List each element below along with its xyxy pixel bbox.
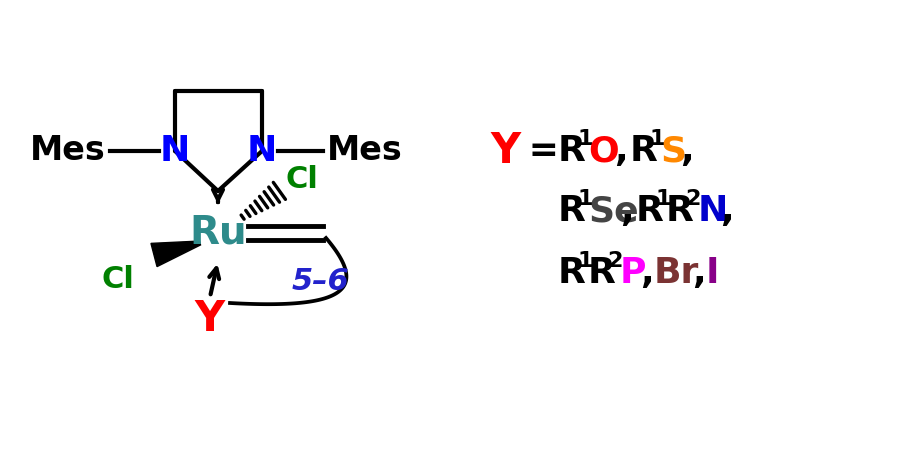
Text: S: S	[660, 134, 686, 168]
Polygon shape	[151, 241, 201, 266]
Text: Mes: Mes	[327, 135, 403, 167]
Text: N: N	[698, 194, 728, 228]
Text: R: R	[558, 194, 586, 228]
Text: N: N	[247, 134, 277, 168]
Text: Y: Y	[490, 130, 520, 172]
Text: Ru: Ru	[189, 214, 247, 252]
Text: =: =	[516, 134, 572, 168]
Text: Y: Y	[195, 298, 225, 340]
Text: Se: Se	[588, 194, 639, 228]
Text: ,: ,	[640, 256, 653, 290]
Text: 2: 2	[607, 251, 623, 272]
Text: 1: 1	[577, 129, 592, 149]
Text: Cl: Cl	[102, 265, 134, 294]
Text: 5–6: 5–6	[291, 266, 349, 296]
Text: Cl: Cl	[285, 165, 319, 194]
Text: R: R	[558, 134, 586, 168]
Text: R: R	[558, 256, 586, 290]
Text: Mes: Mes	[30, 135, 106, 167]
Text: R: R	[588, 256, 616, 290]
Text: ,: ,	[680, 134, 694, 168]
Text: 1: 1	[577, 189, 592, 209]
Text: 1: 1	[655, 189, 670, 209]
Text: ,: ,	[692, 256, 706, 290]
Text: ,: ,	[620, 194, 634, 228]
Text: 1: 1	[649, 129, 664, 149]
Text: O: O	[588, 134, 619, 168]
Text: R: R	[666, 194, 694, 228]
Text: 2: 2	[685, 189, 700, 209]
Text: Br: Br	[654, 256, 699, 290]
Text: R: R	[630, 134, 658, 168]
Text: I: I	[706, 256, 719, 290]
Text: 1: 1	[577, 251, 592, 272]
Text: ,: ,	[614, 134, 627, 168]
Text: N: N	[160, 134, 190, 168]
Text: ,: ,	[720, 194, 733, 228]
Text: P: P	[620, 256, 646, 290]
Text: R: R	[636, 194, 664, 228]
